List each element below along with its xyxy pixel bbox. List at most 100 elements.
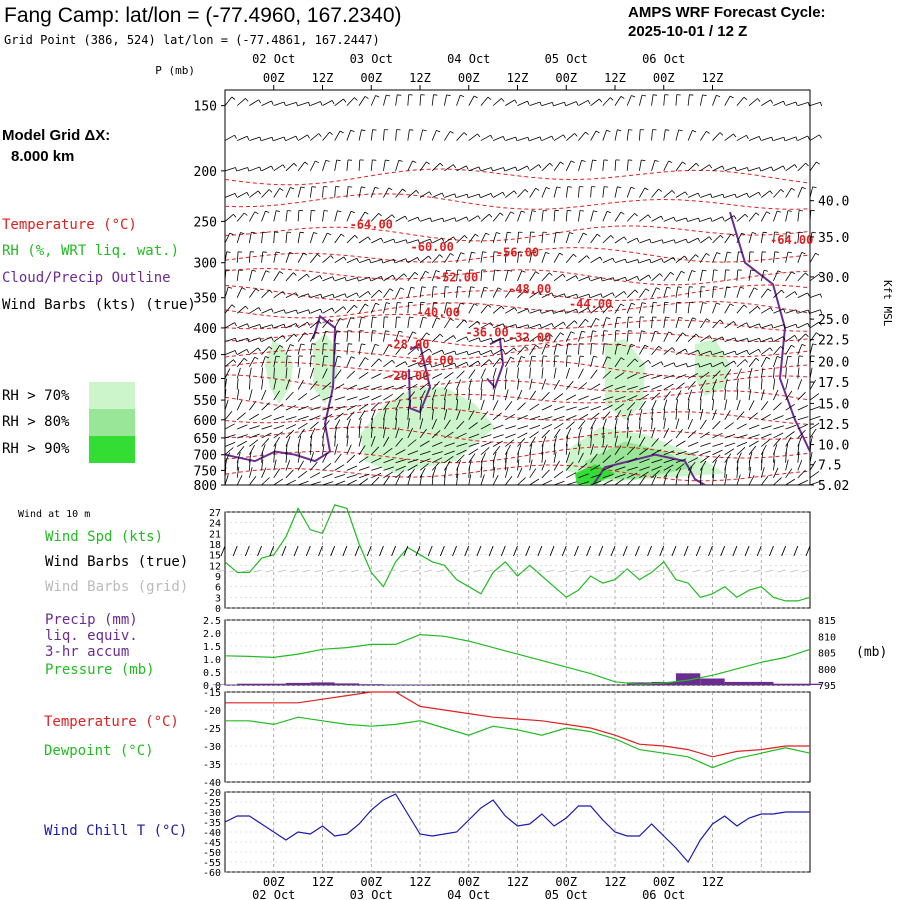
wind-barb bbox=[809, 393, 820, 401]
height-tick-label: 10.0 bbox=[818, 439, 849, 454]
wind-barb bbox=[809, 309, 821, 314]
wind-barb bbox=[456, 474, 459, 486]
wind-barb bbox=[480, 96, 489, 106]
wind-barb-feather bbox=[332, 294, 335, 299]
wind-barb bbox=[419, 374, 431, 379]
pressure-tick-label: 400 bbox=[194, 322, 217, 337]
wind-barb bbox=[395, 302, 398, 314]
wind-barb bbox=[639, 374, 650, 379]
wind-barb bbox=[431, 286, 434, 298]
wind-barb bbox=[419, 399, 423, 411]
wind-barb bbox=[517, 356, 522, 367]
wind-barb bbox=[480, 411, 489, 421]
wind-barb bbox=[456, 252, 462, 263]
wind-barb-feather bbox=[791, 271, 796, 275]
wind-barb bbox=[699, 270, 703, 281]
wind-barb-feather bbox=[782, 165, 786, 170]
date-label-top: 05 Oct bbox=[545, 52, 588, 66]
wind-barb bbox=[236, 287, 243, 298]
wind-barb-feather bbox=[758, 136, 762, 141]
wind-barb bbox=[578, 319, 586, 329]
wind-barb-feather bbox=[678, 316, 683, 319]
wind-barb bbox=[249, 211, 256, 222]
wind-barb bbox=[565, 435, 569, 447]
wind-barb bbox=[322, 131, 330, 141]
surface-wind-barb-grid bbox=[716, 569, 725, 573]
wind-barb-feather bbox=[801, 186, 806, 190]
wind-barb bbox=[419, 129, 424, 141]
wind-barb-feather bbox=[364, 211, 369, 215]
wind-barb bbox=[261, 251, 264, 263]
wind-barb-feather bbox=[271, 137, 274, 142]
wind-barb bbox=[809, 343, 813, 355]
wind-barb-feather bbox=[668, 160, 673, 164]
wind-barb-feather bbox=[755, 212, 760, 216]
wind-barb bbox=[627, 395, 638, 401]
wind-barb-feather bbox=[623, 236, 627, 241]
wind-barb bbox=[431, 302, 434, 314]
wind-barb bbox=[517, 270, 523, 282]
isotherm-label: -32.00 bbox=[508, 331, 551, 345]
wind-barb bbox=[224, 350, 236, 355]
pressure-tick-label: 150 bbox=[194, 100, 217, 115]
wind-barb bbox=[736, 304, 745, 314]
wind-barb-feather bbox=[689, 94, 694, 96]
temperature-line bbox=[225, 691, 810, 758]
wind-barb bbox=[748, 434, 760, 439]
wind-barb bbox=[236, 445, 245, 455]
wind-barb bbox=[383, 359, 393, 368]
wind-barb-feather bbox=[315, 160, 319, 164]
wind-barb-feather bbox=[720, 235, 724, 239]
wind-barb bbox=[700, 450, 711, 456]
wind-barb bbox=[224, 96, 233, 106]
wind-barb bbox=[651, 129, 653, 141]
wind-barb bbox=[237, 323, 248, 329]
wind-barb bbox=[773, 251, 776, 263]
wind-barb bbox=[773, 378, 776, 390]
wind-barb bbox=[724, 453, 732, 463]
wind-barb-feather bbox=[271, 100, 274, 105]
surface-wind-barb bbox=[403, 545, 409, 557]
wind-barb bbox=[553, 415, 565, 421]
wind-barb bbox=[261, 136, 273, 141]
wind-barb bbox=[663, 286, 668, 298]
wind-barb bbox=[651, 302, 654, 314]
wind-barb bbox=[285, 210, 288, 222]
wind-barb-feather bbox=[600, 293, 603, 298]
wind-barb bbox=[748, 191, 759, 198]
wind-barb bbox=[395, 470, 405, 479]
wind-barb bbox=[456, 216, 467, 222]
wind-barb bbox=[687, 130, 693, 141]
wind-barb-feather bbox=[520, 356, 526, 359]
wind-barb bbox=[773, 210, 778, 222]
height-tick-label: 15.0 bbox=[818, 397, 849, 412]
wind-barb bbox=[297, 210, 300, 222]
wind-barb-feather bbox=[684, 191, 688, 196]
wind-barb-feather bbox=[513, 190, 517, 195]
wind-barb-feather bbox=[259, 337, 262, 342]
wind-barb bbox=[236, 400, 243, 411]
wind-barb bbox=[565, 232, 570, 244]
wind-barb bbox=[370, 316, 373, 328]
wind-barb bbox=[492, 232, 497, 244]
wind-barb-feather bbox=[552, 309, 554, 315]
wind-barb bbox=[663, 160, 669, 172]
wind-barb bbox=[419, 474, 423, 486]
wind-barb bbox=[431, 430, 441, 439]
wind-barb bbox=[358, 385, 370, 390]
wind-barb bbox=[760, 367, 764, 379]
wind-barb bbox=[553, 161, 561, 172]
precip-tick-label: 1.0 bbox=[203, 655, 221, 666]
wind-barb bbox=[383, 274, 394, 282]
wind-barb-feather bbox=[673, 239, 676, 244]
isotherm-label: -24.00 bbox=[411, 353, 454, 367]
wind-chill-tick-label: -55 bbox=[203, 858, 221, 869]
wind-barb bbox=[785, 101, 797, 107]
wind-barb bbox=[456, 466, 459, 478]
legend-rh80-swatch bbox=[89, 409, 135, 436]
wind-barb bbox=[626, 316, 629, 328]
wind-barb bbox=[590, 256, 601, 264]
wind-barb-feather bbox=[583, 232, 588, 236]
wind-barb bbox=[322, 293, 334, 299]
wind-barb bbox=[370, 159, 373, 171]
